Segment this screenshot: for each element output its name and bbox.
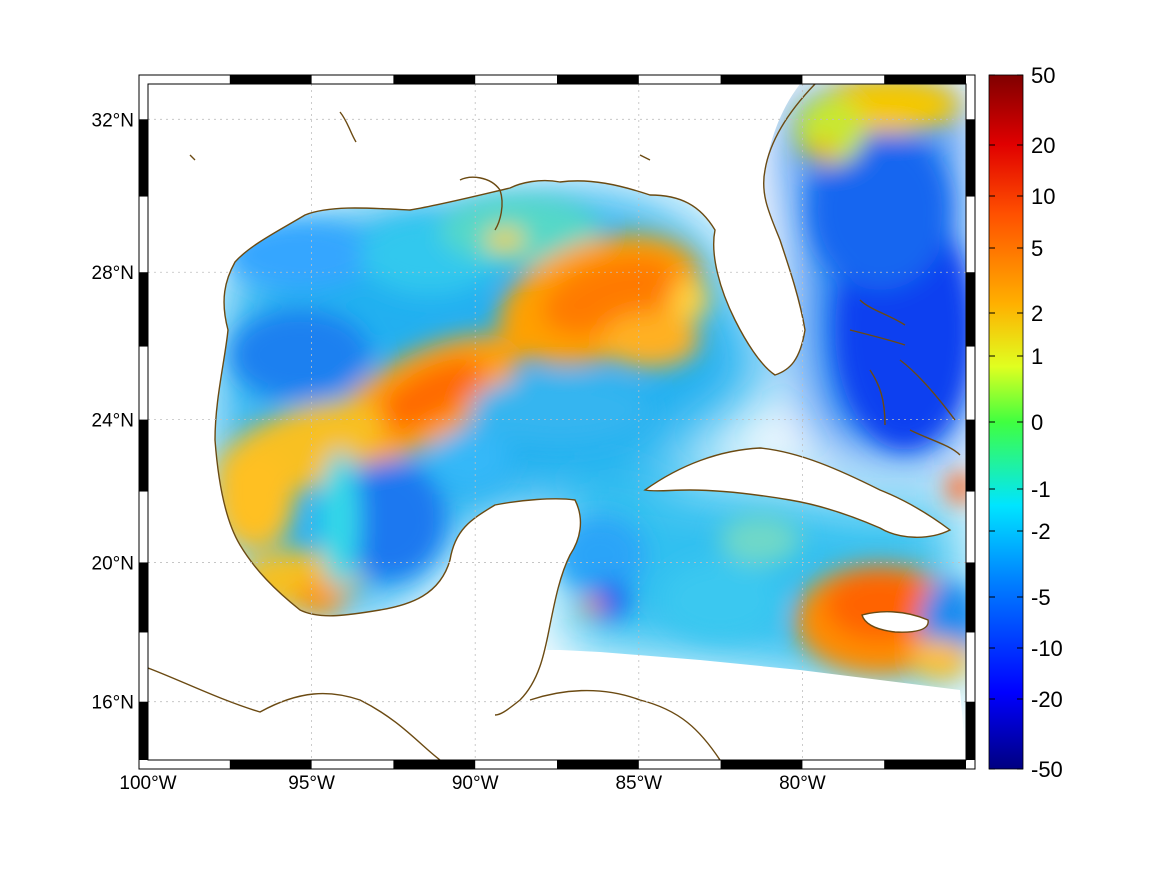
frame-bar-bottom (720, 760, 803, 769)
frame-bar-left (139, 701, 148, 760)
y-tick-label: 32°N (92, 110, 134, 131)
x-tick-label: 100°W (119, 773, 176, 794)
map-panel (138, 74, 976, 770)
x-tick-labels: 100°W 95°W 90°W 85°W 80°W (119, 773, 825, 794)
frame-bar-bottom (884, 760, 966, 769)
land-mask (148, 84, 966, 760)
frame-bar-right (966, 272, 975, 347)
frame-bar-left (139, 562, 148, 633)
frame-bar-right (966, 701, 975, 760)
frame-bars (139, 75, 975, 769)
colorbar-tick-label: 2 (1031, 301, 1043, 326)
frame-bar-left (139, 119, 148, 197)
colorbar-tick-label: 5 (1031, 236, 1043, 261)
frame-bar-left (139, 272, 148, 347)
y-tick-labels: 32°N 28°N 24°N 20°N 16°N (92, 110, 134, 713)
frame-bar-right (966, 562, 975, 633)
x-tick-label: 80°W (779, 773, 826, 794)
x-tick-label: 95°W (288, 773, 335, 794)
coastlines (148, 84, 961, 760)
y-tick-label: 20°N (92, 553, 134, 574)
colorbar-tick-label: -10 (1031, 636, 1063, 661)
x-tick-label: 90°W (452, 773, 499, 794)
colorbar-tick-label: -5 (1031, 585, 1051, 610)
colorbar-tick-label: -20 (1031, 687, 1063, 712)
y-tick-label: 28°N (92, 263, 134, 284)
frame-bar-top (557, 75, 639, 84)
frame-bar-left (139, 419, 148, 492)
frame-bar-top (229, 75, 312, 84)
colorbar-tick-label: 0 (1031, 410, 1043, 435)
colorbar-tick-label: -1 (1031, 477, 1051, 502)
frame-bar-bottom (393, 760, 476, 769)
colorbar-tick-label: 10 (1031, 184, 1055, 209)
ssh-anomaly-field (214, 84, 966, 690)
x-tick-label: 85°W (615, 773, 662, 794)
colorbar-tick-label: -2 (1031, 519, 1051, 544)
frame-bar-top (393, 75, 476, 84)
colorbar-tick-label: 1 (1031, 344, 1043, 369)
colorbar-tick-label: -50 (1031, 757, 1063, 782)
frame-bar-right (966, 419, 975, 492)
colorbar-tick-label: 20 (1031, 133, 1055, 158)
colorbar-tick-label: 50 (1031, 63, 1055, 88)
y-tick-label: 16°N (92, 693, 134, 714)
frame-bar-right (966, 119, 975, 197)
frame-bar-bottom (557, 760, 639, 769)
frame-bar-bottom (229, 760, 312, 769)
frame-bar-top (720, 75, 803, 84)
frame-bar-top (884, 75, 966, 84)
y-tick-label: 24°N (92, 411, 134, 432)
